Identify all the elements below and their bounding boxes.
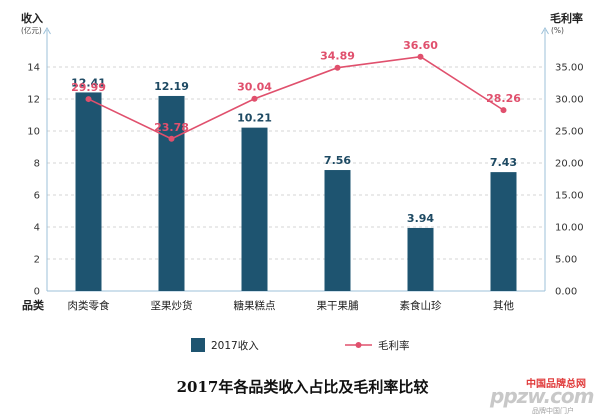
category-label: 素食山珍	[400, 299, 442, 312]
category-label: 其他	[493, 299, 514, 312]
data-labels: 12.41 12.19 10.21 7.56 3.94 7.43 29.99 23.78 30.…	[71, 39, 521, 225]
bar	[158, 95, 185, 292]
left-tick-label: 0	[34, 287, 40, 298]
margin-point	[85, 96, 92, 103]
bar	[490, 172, 517, 291]
margin-point	[500, 107, 507, 114]
left-tick-label: 4	[34, 223, 40, 234]
category-axis-title: 品类	[22, 298, 45, 312]
left-tick-label: 2	[34, 255, 40, 266]
legend-bar-label: 2017收入	[211, 339, 259, 352]
margin-value-label: 23.78	[154, 121, 189, 134]
bar	[75, 92, 102, 291]
margin-point	[168, 135, 175, 142]
combo-chart: 0 2 4 6 8 10 12 14 0.00 5.00 10.00 15.00 20.00 25.00 3…	[21, 11, 584, 352]
margin-value-label: 36.60	[403, 39, 438, 52]
gridlines	[47, 66, 545, 260]
right-axis-title: 毛利率	[550, 11, 583, 25]
margin-point	[251, 95, 258, 102]
bar	[324, 170, 351, 291]
legend: 2017收入 毛利率	[191, 338, 410, 352]
category-label: 果干果脯	[317, 299, 359, 312]
left-tick-label: 10	[27, 127, 40, 138]
left-axis-unit: (亿元)	[21, 25, 42, 35]
left-axis-arrow	[43, 27, 51, 35]
watermark-logo: ppzw.com	[490, 384, 595, 408]
category-label: 坚果炒货	[151, 299, 193, 312]
bar-series	[75, 92, 517, 292]
bar-value-label: 3.94	[407, 212, 434, 225]
right-tick-label: 35.00	[555, 63, 584, 74]
category-label: 肉类零食	[68, 299, 110, 312]
watermark-cn: 中国品牌总网	[526, 379, 586, 390]
legend-bar-swatch	[191, 338, 205, 352]
bar-value-label: 12.19	[154, 80, 189, 93]
legend-line-marker	[355, 342, 362, 348]
bar	[407, 227, 434, 291]
category-label: 糖果糕点	[234, 299, 276, 312]
left-tick-label: 8	[34, 159, 40, 170]
right-tick-label: 10.00	[555, 223, 584, 234]
right-tick-label: 15.00	[555, 191, 584, 202]
left-tick-label: 12	[27, 95, 40, 106]
bar-value-label: 7.56	[324, 154, 351, 167]
chart-title: 2017年各品类收入占比及毛利率比较	[176, 378, 429, 396]
margin-point	[334, 64, 341, 71]
right-axis-arrow	[541, 27, 549, 35]
left-tick-label: 14	[27, 63, 40, 74]
legend-line-label: 毛利率	[378, 339, 410, 352]
axes: 0 2 4 6 8 10 12 14 0.00 5.00 10.00 15.00 20.00 25.00 3…	[21, 11, 584, 312]
right-tick-label: 20.00	[555, 159, 584, 170]
bar	[241, 127, 268, 291]
margin-line	[88, 55, 504, 140]
line-series	[85, 53, 507, 142]
right-tick-label: 0.00	[555, 287, 577, 298]
margin-value-label: 28.26	[486, 92, 521, 105]
right-tick-label: 5.00	[555, 255, 577, 266]
margin-value-label: 29.99	[71, 81, 106, 94]
bar-value-label: 10.21	[237, 112, 272, 125]
bar-value-label: 7.43	[490, 156, 517, 169]
left-axis-title: 收入	[21, 11, 43, 25]
bar-value-label: 12.41	[71, 76, 106, 89]
right-axis-unit: (%)	[551, 26, 564, 35]
right-tick-label: 30.00	[555, 95, 584, 106]
margin-value-label: 30.04	[237, 81, 272, 94]
right-tick-label: 25.00	[555, 127, 584, 138]
margin-value-label: 34.89	[320, 50, 355, 63]
margin-point	[417, 53, 424, 60]
left-tick-label: 6	[34, 191, 40, 202]
watermark-sub: 品牌中国门户	[532, 407, 574, 415]
